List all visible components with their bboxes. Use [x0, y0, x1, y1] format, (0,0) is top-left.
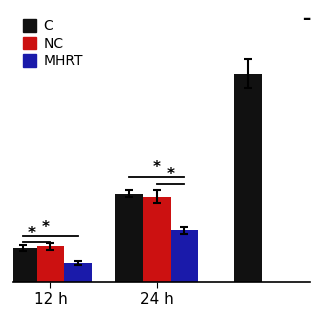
Text: *: * [28, 226, 36, 241]
Legend: C, NC, MHRT: C, NC, MHRT [20, 17, 86, 71]
Text: *: * [153, 160, 161, 175]
Text: *: * [42, 220, 50, 235]
Bar [36, 246, 64, 282]
Bar [115, 194, 143, 282]
Bar [143, 197, 171, 282]
Text: –: – [302, 10, 310, 28]
Bar [9, 248, 36, 282]
Bar [234, 74, 262, 282]
Text: *: * [166, 167, 174, 182]
Bar [171, 230, 198, 282]
Bar [64, 263, 92, 282]
